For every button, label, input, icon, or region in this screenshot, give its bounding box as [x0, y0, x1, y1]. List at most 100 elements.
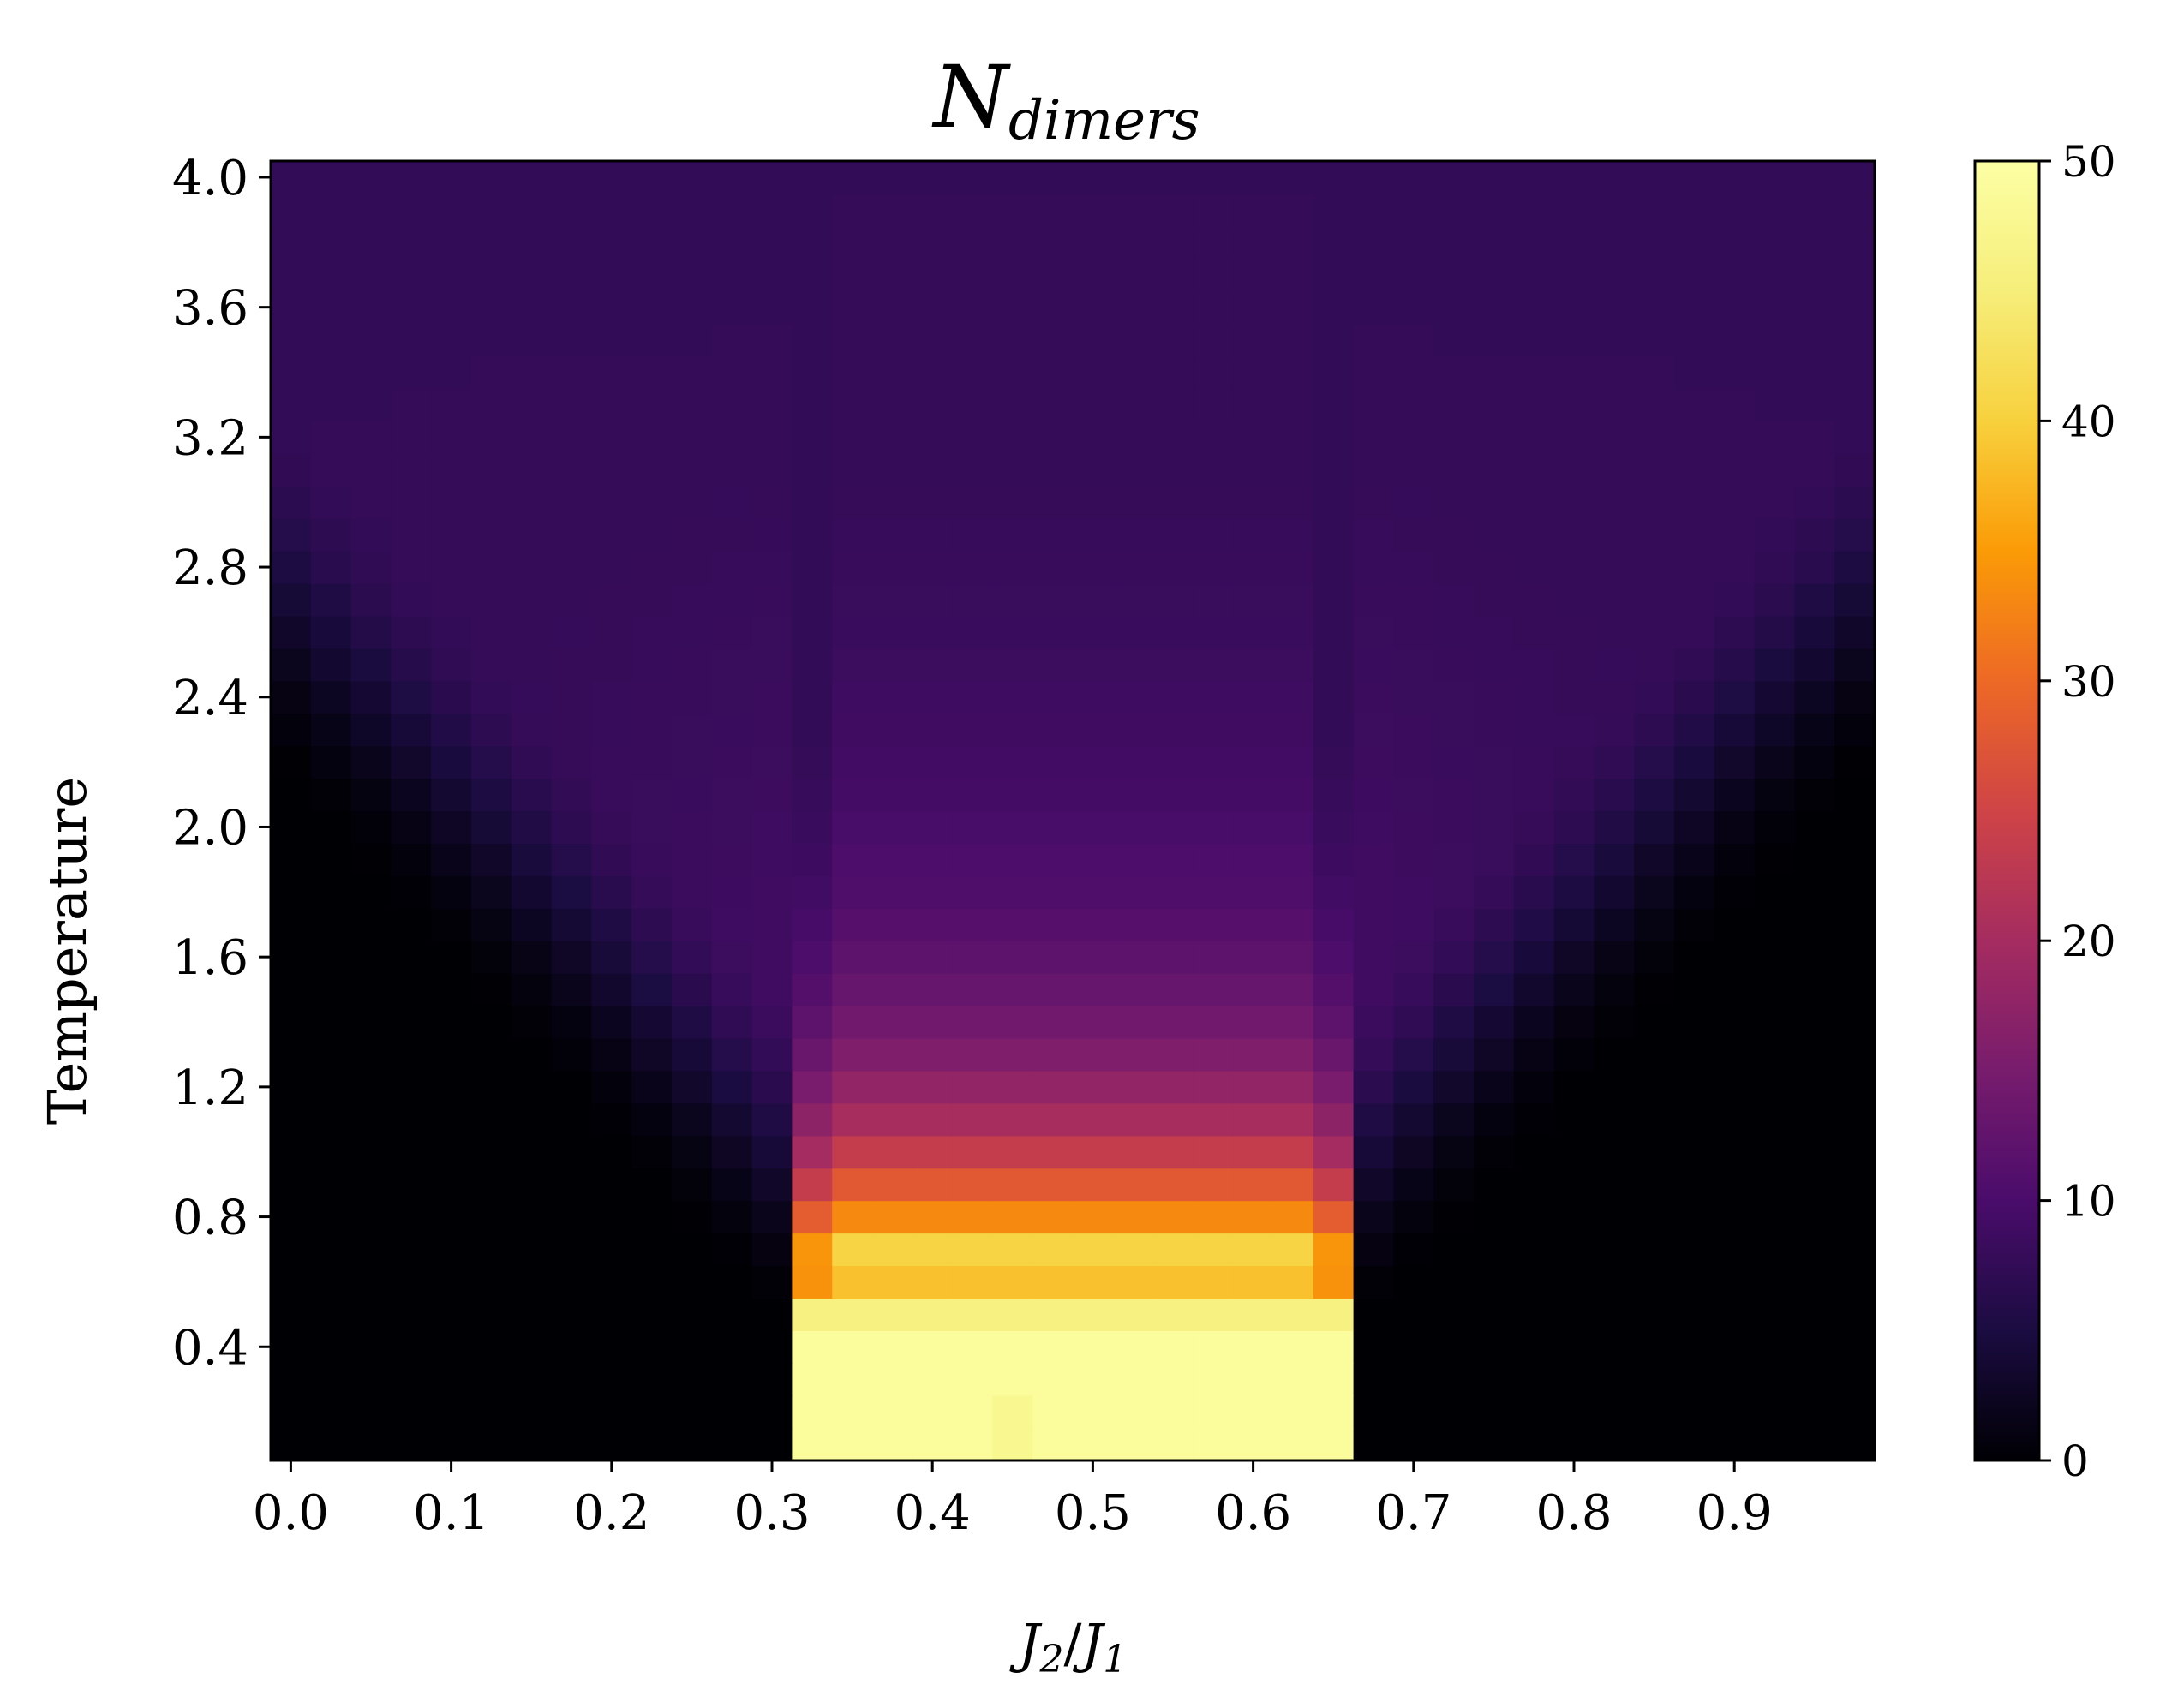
- heatmap-cell: [1794, 1298, 1835, 1331]
- heatmap-cell: [1513, 518, 1555, 552]
- heatmap-cell: [1353, 193, 1394, 227]
- heatmap-cell: [1233, 745, 1274, 779]
- heatmap-cell: [992, 778, 1033, 812]
- y-tick-label: 2.8: [172, 540, 248, 596]
- heatmap-cell: [872, 941, 913, 974]
- heatmap-cell: [1032, 778, 1074, 812]
- x-axis-label: J2/J1: [1009, 1612, 1128, 1681]
- heatmap-cell: [511, 1168, 553, 1202]
- heatmap-cell: [591, 1233, 632, 1267]
- heatmap-cell: [1433, 1363, 1475, 1396]
- heatmap-cell: [1754, 1233, 1795, 1267]
- heatmap-cell: [1714, 615, 1756, 649]
- heatmap-cell: [310, 908, 352, 941]
- heatmap-cell: [591, 453, 632, 487]
- heatmap-cell: [672, 778, 713, 812]
- heatmap-cell: [751, 583, 793, 617]
- heatmap-cell: [872, 388, 913, 421]
- heatmap-cell: [1152, 421, 1194, 454]
- heatmap-cell: [1754, 973, 1795, 1006]
- heatmap-cell: [271, 258, 312, 292]
- heatmap-cell: [1152, 1006, 1194, 1039]
- heatmap-cell: [310, 1363, 352, 1396]
- heatmap-cell: [1353, 713, 1394, 747]
- heatmap-cell: [992, 518, 1033, 552]
- heatmap-cell: [431, 551, 472, 584]
- heatmap-cell: [1594, 1330, 1635, 1364]
- heatmap-cell: [1073, 778, 1114, 812]
- heatmap-cell: [391, 1265, 432, 1299]
- heatmap-cell: [1553, 1168, 1595, 1202]
- heatmap-cell: [912, 1330, 954, 1364]
- heatmap-cell: [872, 355, 913, 390]
- heatmap-cell: [1553, 875, 1595, 909]
- heatmap-cell: [551, 1168, 592, 1202]
- heatmap-cell: [952, 1037, 993, 1072]
- heatmap-cell: [271, 1428, 312, 1461]
- heatmap-cell: [1152, 518, 1194, 552]
- heatmap-cell: [952, 1200, 993, 1234]
- heatmap-cell: [350, 973, 392, 1006]
- heatmap-cell: [1634, 1200, 1675, 1234]
- heatmap-cell: [1193, 258, 1234, 292]
- heatmap-cell: [1233, 973, 1274, 1006]
- heatmap-cell: [912, 908, 954, 941]
- heatmap-cell: [751, 1330, 793, 1364]
- heatmap-cell: [350, 225, 392, 260]
- heatmap-cell: [1273, 518, 1314, 552]
- y-axis-label: Temperature: [36, 777, 99, 1125]
- heatmap-cell: [672, 973, 713, 1006]
- heatmap-cell: [912, 453, 954, 487]
- heatmap-cell: [1834, 843, 1876, 876]
- heatmap-cell: [672, 875, 713, 909]
- heatmap-cell: [350, 323, 392, 357]
- heatmap-cell: [1233, 1168, 1274, 1202]
- heatmap-cell: [672, 1168, 713, 1202]
- heatmap-cell: [1353, 518, 1394, 552]
- heatmap-cell: [511, 583, 553, 617]
- heatmap-cell: [992, 1265, 1033, 1299]
- heatmap-cell: [1794, 778, 1835, 812]
- heatmap-cell: [1032, 1233, 1074, 1267]
- heatmap-cell: [591, 161, 632, 194]
- heatmap-cell: [1594, 615, 1635, 649]
- heatmap-cell: [431, 1428, 472, 1461]
- heatmap-cell: [1714, 713, 1756, 747]
- heatmap-cell: [310, 1168, 352, 1202]
- heatmap-cell: [1152, 713, 1194, 747]
- heatmap-cell: [672, 713, 713, 747]
- heatmap-cell: [672, 290, 713, 325]
- heatmap-cell: [1433, 1428, 1475, 1461]
- heatmap-cell: [1152, 1330, 1194, 1364]
- heatmap-cell: [1073, 1135, 1114, 1169]
- heatmap-cell: [1313, 323, 1355, 357]
- heatmap-cell: [431, 258, 472, 292]
- heatmap-cell: [431, 1006, 472, 1039]
- heatmap-cell: [751, 518, 793, 552]
- heatmap-cell: [431, 810, 472, 845]
- heatmap-cell: [431, 583, 472, 617]
- heatmap-cell: [471, 875, 512, 909]
- heatmap-cell: [631, 1363, 673, 1396]
- heatmap-cell: [271, 388, 312, 421]
- heatmap-cell: [1594, 1363, 1635, 1396]
- heatmap-cell: [751, 1006, 793, 1039]
- heatmap-cell: [1714, 941, 1756, 974]
- heatmap-cell: [1112, 1168, 1154, 1202]
- heatmap-cell: [591, 648, 632, 682]
- heatmap-cell: [912, 615, 954, 649]
- heatmap-cell: [751, 161, 793, 194]
- heatmap-cell: [792, 615, 833, 649]
- x-tick-label: 0.5: [1055, 1485, 1131, 1541]
- heatmap-cell: [1513, 1363, 1555, 1396]
- heatmap-cell: [912, 225, 954, 260]
- heatmap-cell: [872, 1070, 913, 1104]
- heatmap-cell: [792, 1395, 833, 1429]
- heatmap-cell: [1193, 1363, 1234, 1396]
- heatmap-cell: [751, 453, 793, 487]
- heatmap-cell: [1794, 875, 1835, 909]
- heatmap-cell: [1634, 615, 1675, 649]
- heatmap-cell: [1594, 1102, 1635, 1137]
- heatmap-cell: [631, 1070, 673, 1104]
